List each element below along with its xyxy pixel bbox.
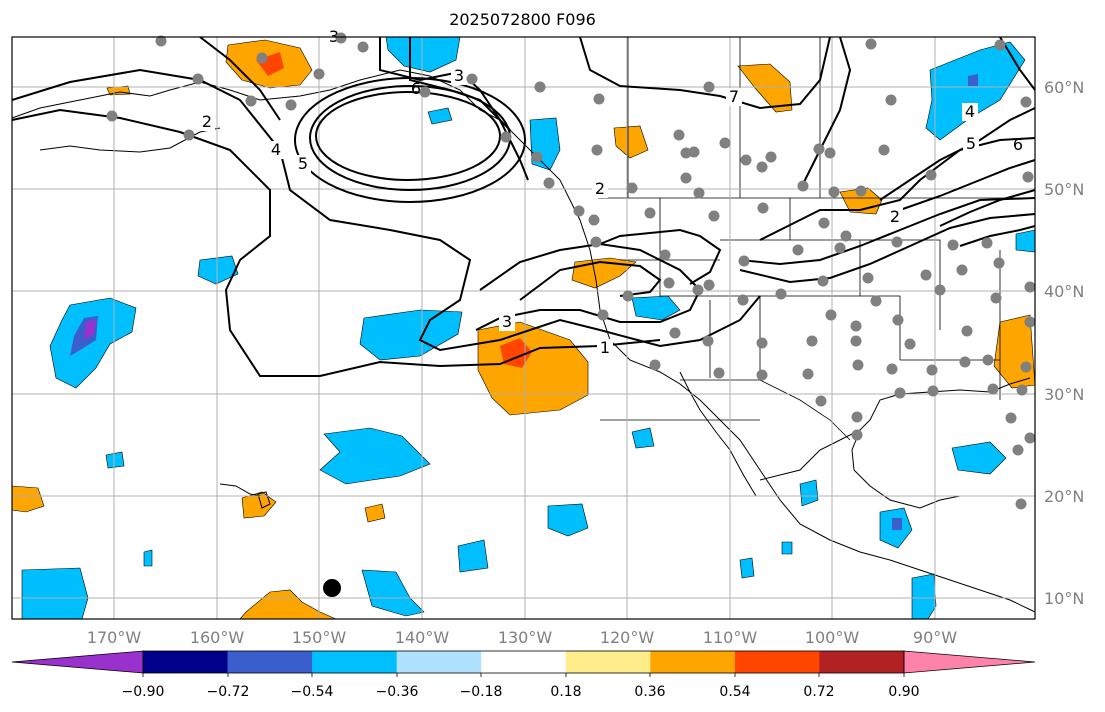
colorbar-label: −0.18	[460, 684, 503, 700]
colorbar-labels: −0.90 −0.72 −0.54 −0.36 −0.18 0.18 0.36 …	[122, 684, 920, 700]
contour-labels: 1 3 3 3 4 5 2 7 6 6 5 4 2 2	[199, 27, 1023, 357]
height-contours	[11, 36, 1036, 377]
negative-max-shading	[84, 320, 96, 340]
lon-label: 100°W	[805, 628, 860, 647]
political-borders	[598, 37, 1035, 441]
latitude-labels: 60°N 50°N 40°N 30°N 20°N 10°N	[1044, 78, 1084, 608]
colorbar-swatch	[819, 651, 905, 673]
colorbar-label: −0.90	[122, 684, 165, 700]
lon-label: 160°W	[190, 628, 245, 647]
lat-label: 60°N	[1044, 78, 1084, 97]
colorbar-extension-high	[904, 651, 1035, 673]
lat-label: 10°N	[1044, 589, 1084, 608]
colorbar-swatch	[734, 651, 820, 673]
colorbar-swatches	[12, 651, 1035, 673]
contour-label: 2	[890, 207, 900, 226]
lat-label: 50°N	[1044, 180, 1084, 199]
contour-label: 1	[600, 338, 610, 357]
lon-label: 90°W	[913, 628, 957, 647]
gridlines	[12, 37, 1035, 619]
contour-label: 5	[298, 154, 308, 173]
lat-label: 20°N	[1044, 487, 1084, 506]
colorbar-swatch	[227, 651, 313, 673]
colorbar-label: 0.18	[550, 684, 581, 700]
station-dots	[106, 32, 1036, 510]
contour-label: 7	[729, 87, 739, 106]
colorbar-extension-low	[12, 651, 143, 673]
contour-label: 6	[411, 79, 421, 98]
lon-label: 130°W	[498, 628, 553, 647]
colorbar-label: 0.54	[719, 684, 750, 700]
colorbar-swatch	[312, 651, 398, 673]
lon-label: 150°W	[292, 628, 347, 647]
coastlines	[11, 69, 1036, 613]
lon-label: 120°W	[600, 628, 655, 647]
contour-label: 3	[454, 66, 464, 85]
colorbar-label: 0.36	[634, 684, 665, 700]
lat-label: 40°N	[1044, 282, 1084, 301]
contour-label: 4	[965, 102, 975, 121]
lon-label: 140°W	[395, 628, 450, 647]
negative-anomaly-shading	[21, 36, 1036, 620]
colorbar-swatch	[565, 651, 651, 673]
lon-label: 170°W	[87, 628, 142, 647]
contour-label: 5	[966, 134, 976, 153]
contour-label: 2	[595, 179, 605, 198]
marker-dot	[323, 579, 341, 597]
colorbar-swatch	[481, 651, 567, 673]
contour-label: 6	[1013, 135, 1023, 154]
contour-label: 4	[271, 140, 281, 159]
longitude-labels: 170°W 160°W 150°W 140°W 130°W 120°W 110°…	[87, 628, 957, 647]
colorbar-label: −0.54	[291, 684, 334, 700]
lat-label: 30°N	[1044, 385, 1084, 404]
colorbar-swatch	[143, 651, 229, 673]
colorbar-swatch	[650, 651, 736, 673]
lon-label: 110°W	[703, 628, 758, 647]
colorbar-label: −0.72	[207, 684, 250, 700]
contour-label: 3	[502, 312, 512, 331]
colorbar-label: 0.72	[803, 684, 834, 700]
colorbar-label: −0.36	[376, 684, 419, 700]
colorbar-ticks	[142, 673, 905, 677]
positive-anomaly-shading	[11, 39, 1036, 620]
colorbar: −0.90 −0.72 −0.54 −0.36 −0.18 0.18 0.36 …	[11, 650, 1036, 700]
map-title: 2025072800 F096	[449, 10, 596, 29]
colorbar-label: 0.90	[888, 684, 919, 700]
map-panel: 1 3 3 3 4 5 2 7 6 6 5 4 2 2	[11, 27, 1036, 620]
contour-label: 2	[202, 112, 212, 131]
colorbar-swatch	[396, 651, 482, 673]
